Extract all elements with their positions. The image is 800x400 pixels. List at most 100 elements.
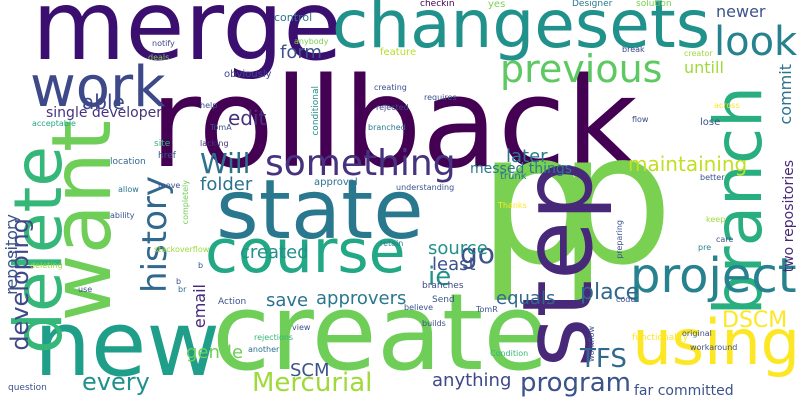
cloud-word: acceptable	[32, 119, 76, 128]
cloud-word: merge	[32, 0, 343, 82]
cloud-word: p	[478, 93, 594, 305]
cloud-word: obviously	[224, 69, 272, 80]
cloud-word: question	[8, 383, 47, 393]
cloud-word: equals	[496, 288, 556, 309]
cloud-word: checkin	[420, 0, 455, 9]
cloud-word: location	[110, 157, 146, 167]
cloud-word: two repositories	[781, 160, 797, 273]
cloud-word: go	[460, 237, 495, 270]
cloud-word: project	[630, 248, 797, 304]
cloud-word: rollback	[150, 52, 638, 196]
cloud-word: br	[178, 285, 187, 294]
cloud-word: previous	[500, 47, 663, 91]
cloud-word: retain	[380, 239, 404, 248]
cloud-word: repository	[2, 214, 21, 295]
cloud-word: place	[580, 280, 640, 305]
cloud-word: later	[506, 146, 548, 167]
cloud-word: workaround	[690, 343, 738, 352]
cloud-word: newer	[716, 2, 766, 21]
cloud-word: branched	[368, 123, 406, 132]
cloud-word: completely	[181, 180, 190, 225]
cloud-word: creating	[374, 83, 407, 92]
cloud-word: better	[700, 173, 725, 182]
cloud-word: flow	[632, 115, 649, 124]
cloud-word: save	[266, 290, 309, 311]
cloud-word: stackoverflow	[154, 245, 210, 254]
cloud-word: SCM	[290, 360, 330, 381]
cloud-word: functionality	[632, 333, 689, 343]
cloud-word: believe	[404, 303, 434, 312]
cloud-word: rejections	[254, 333, 294, 342]
cloud-word: allow	[118, 185, 139, 194]
cloud-word: TomA	[210, 123, 232, 132]
cloud-word: original	[682, 329, 712, 338]
cloud-word: understanding	[396, 183, 455, 192]
cloud-word: preparing	[615, 220, 624, 259]
cloud-word: able	[82, 90, 125, 114]
cloud-word: maintaining	[628, 152, 748, 176]
cloud-word: view	[292, 323, 311, 332]
cloud-word: lacking	[200, 139, 229, 148]
cloud-word: messed things	[470, 161, 573, 177]
cloud-word: using	[632, 306, 800, 379]
cloud-word: code	[616, 295, 636, 304]
cloud-word: feature	[380, 47, 417, 58]
cloud-word: use	[78, 285, 93, 294]
cloud-word: move	[158, 181, 181, 190]
cloud-word: href	[158, 151, 176, 161]
cloud-word: conditional	[311, 86, 321, 136]
cloud-word: break	[622, 45, 645, 54]
cloud-word: Send	[432, 295, 455, 305]
cloud-word: rejected	[376, 103, 409, 112]
cloud-word: least	[432, 254, 476, 275]
cloud-word: history	[135, 176, 175, 293]
cloud-word: Thanks	[498, 201, 527, 210]
cloud-word: across	[714, 101, 740, 110]
cloud-word: new	[34, 292, 221, 397]
cloud-word: workflow	[587, 326, 596, 362]
cloud-word: edit	[228, 106, 267, 130]
cloud-word: solution	[636, 0, 672, 9]
cloud-word: changesets	[332, 0, 711, 63]
cloud-word: TomR	[476, 305, 498, 314]
cloud-word: keep	[706, 215, 726, 224]
cloud-word: yes	[488, 0, 506, 10]
cloud-word: untill	[684, 58, 724, 77]
cloud-word: email	[190, 284, 209, 329]
cloud-word: ability	[110, 211, 135, 220]
cloud-word: anybody	[294, 37, 329, 46]
cloud-word: notify	[152, 39, 175, 48]
cloud-word: work	[30, 55, 166, 120]
cloud-word: Designer	[572, 0, 613, 9]
cloud-word: creator	[684, 49, 713, 58]
cloud-word: Mercurial	[252, 368, 373, 398]
cloud-word: pre	[698, 243, 712, 252]
cloud-word: created	[240, 242, 309, 263]
cloud-word: every	[82, 368, 150, 396]
cloud-word: trunk	[500, 171, 527, 182]
cloud-word: anything	[432, 370, 512, 391]
cloud-word: Will	[200, 147, 251, 180]
cloud-word: approvers	[316, 288, 407, 309]
cloud-word: state	[216, 163, 424, 258]
cloud-word: create	[212, 271, 549, 394]
cloud-word: source	[428, 238, 488, 259]
cloud-word: single developer	[46, 105, 163, 121]
cloud-word: deleting	[30, 261, 63, 270]
cloud-word: program	[520, 368, 631, 398]
cloud-word: deals	[148, 53, 170, 62]
cloud-word: TFS	[580, 344, 627, 374]
cloud-word: builds	[422, 319, 446, 328]
cloud-word: b	[198, 261, 204, 270]
cloud-word: control	[274, 11, 313, 24]
cloud-word: Condition	[490, 349, 529, 358]
cloud-word: folder	[200, 174, 253, 195]
cloud-word: look	[714, 19, 798, 65]
cloud-word: branches	[422, 281, 464, 291]
cloud-word: far committed	[634, 383, 734, 399]
cloud-word: form	[280, 42, 322, 63]
cloud-word: Action	[218, 297, 247, 307]
cloud-word: ie	[428, 262, 452, 292]
cloud-word: help	[200, 101, 218, 110]
